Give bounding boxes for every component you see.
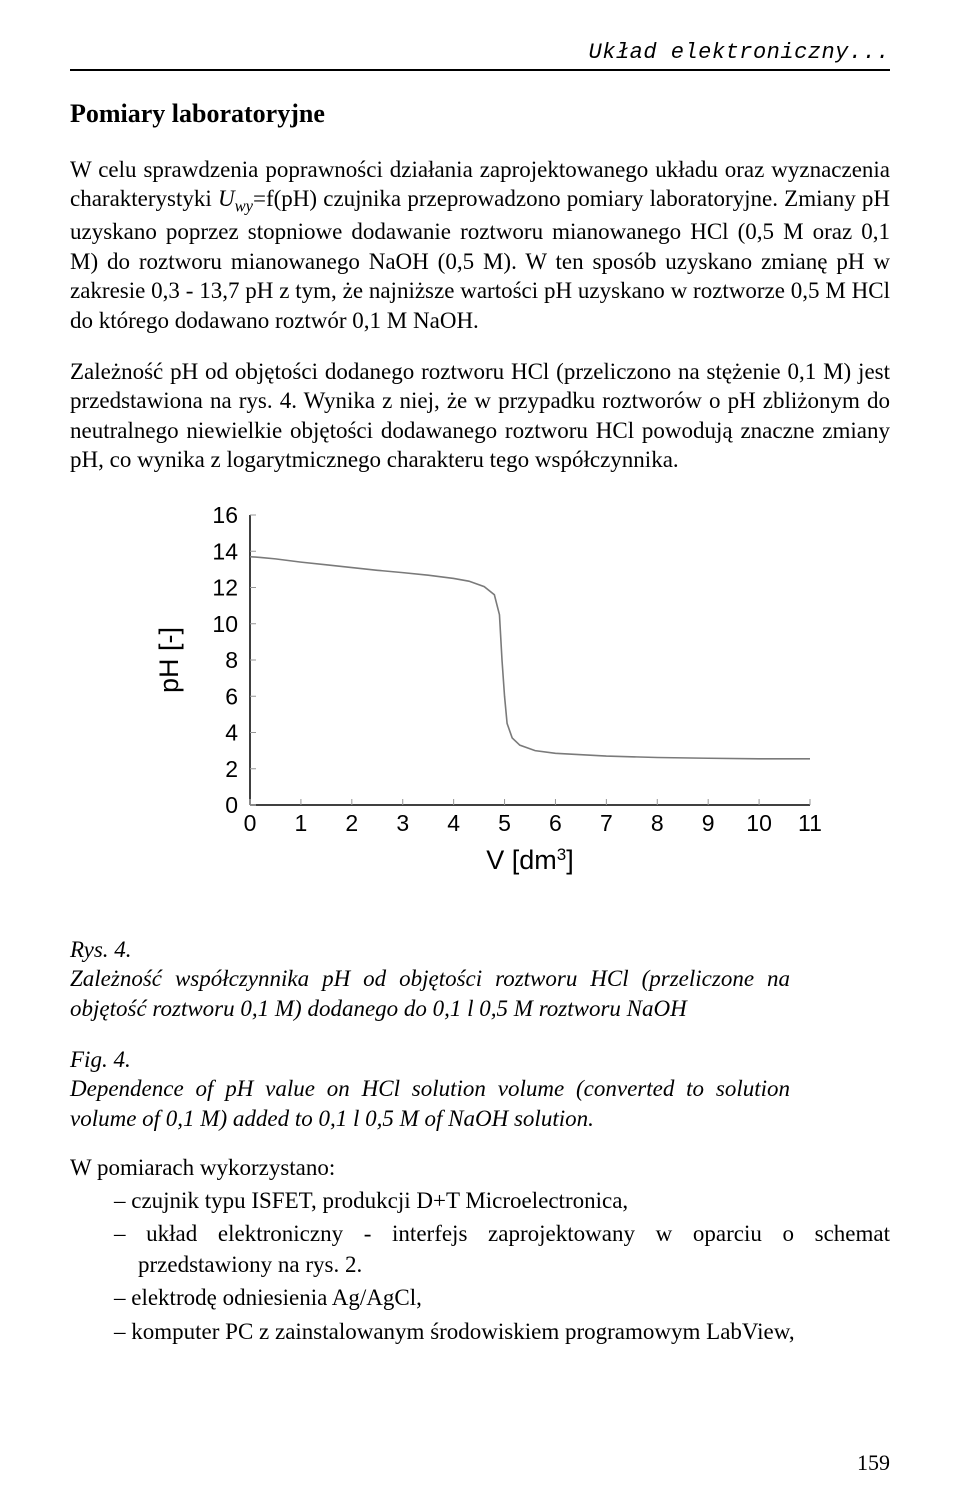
page-number: 159 — [857, 1450, 890, 1476]
svg-text:4: 4 — [447, 810, 460, 836]
list-item: układ elektroniczny - interfejs zaprojek… — [92, 1218, 890, 1280]
svg-text:1: 1 — [295, 810, 308, 836]
running-head: Układ elektroniczny... — [70, 40, 890, 65]
svg-text:4: 4 — [225, 719, 238, 745]
caption-en-lead: Fig. 4. — [70, 1045, 165, 1074]
paragraph-1: W celu sprawdzenia poprawności działania… — [70, 155, 890, 335]
svg-text:14: 14 — [212, 538, 238, 564]
svg-text:2: 2 — [225, 755, 238, 781]
list-item: komputer PC z zainstalowanym środowiskie… — [92, 1316, 890, 1347]
svg-text:9: 9 — [702, 810, 715, 836]
svg-text:6: 6 — [225, 683, 238, 709]
ph-chart: 012345678910110246810121416pH [-]V [dm3] — [130, 505, 830, 885]
svg-text:8: 8 — [651, 810, 664, 836]
svg-text:7: 7 — [600, 810, 613, 836]
list-intro: W pomiarach wykorzystano: — [70, 1155, 890, 1181]
svg-text:12: 12 — [212, 574, 238, 600]
svg-text:16: 16 — [212, 505, 238, 528]
caption-pl-text: Zależność współczynnika pH od objętości … — [70, 964, 790, 1023]
caption-en: Fig. 4. Dependence of pH value on HCl so… — [70, 1045, 890, 1133]
svg-text:0: 0 — [244, 810, 257, 836]
p1-U: U — [218, 186, 235, 211]
paragraph-2: Zależność pH od objętości dodanego roztw… — [70, 357, 890, 475]
svg-text:5: 5 — [498, 810, 511, 836]
svg-text:11: 11 — [798, 810, 822, 836]
section-title: Pomiary laboratoryjne — [70, 99, 890, 129]
header-rule — [70, 69, 890, 71]
measurement-list: czujnik typu ISFET, produkcji D+T Microe… — [70, 1185, 890, 1346]
svg-text:2: 2 — [345, 810, 358, 836]
caption-en-text: Dependence of pH value on HCl solution v… — [70, 1074, 790, 1133]
svg-text:V [dm3]: V [dm3] — [486, 844, 574, 875]
caption-pl: Rys. 4. Zależność współczynnika pH od ob… — [70, 935, 890, 1023]
svg-text:8: 8 — [225, 647, 238, 673]
p1-sub: wy — [235, 197, 253, 216]
list-item: elektrodę odniesienia Ag/AgCl, — [92, 1282, 890, 1313]
svg-text:0: 0 — [225, 792, 238, 818]
svg-text:10: 10 — [746, 810, 772, 836]
caption-pl-lead: Rys. 4. — [70, 935, 165, 964]
svg-text:10: 10 — [212, 610, 238, 636]
svg-text:6: 6 — [549, 810, 562, 836]
svg-text:3: 3 — [396, 810, 409, 836]
svg-text:pH [-]: pH [-] — [154, 627, 184, 693]
list-item: czujnik typu ISFET, produkcji D+T Microe… — [92, 1185, 890, 1216]
